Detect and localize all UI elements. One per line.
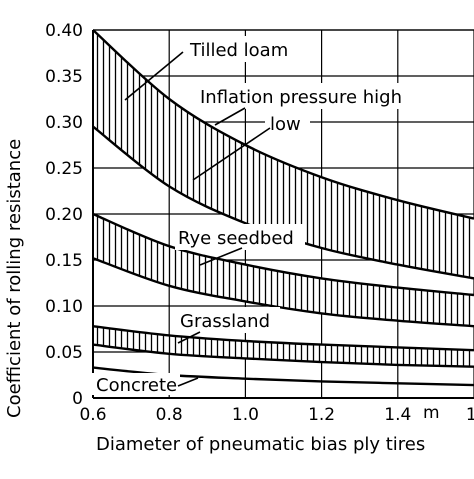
y-tick-label-1: 0.05 [45,343,83,363]
concrete-label: Concrete [96,375,177,396]
inflation-high-leader [214,107,246,126]
annotations: Tilled loam Inflation pressure high low … [92,36,435,396]
low-label-bg [265,112,310,136]
inflation-low-label: low [270,114,301,135]
y-tick-label-0: 0 [72,389,83,409]
axes: 0.60.81.01.21.41.00.050.100.150.200.250.… [45,21,474,425]
rye-seedbed-band [93,214,474,327]
tilled-loam-leader [124,51,184,101]
rye-seedbed-label: Rye seedbed [178,228,294,249]
y-tick-label-2: 0.10 [45,297,83,317]
x-tick-label-0: 0.6 [79,405,106,425]
inflation-label-bg [195,83,435,109]
x-tick-label-3: 1.2 [308,405,335,425]
bands [93,30,474,367]
tilled-loam-upper-line [92,29,474,220]
y-tick-label-5: 0.25 [45,159,83,179]
grassland-band [93,326,474,367]
x-tick-label-1: 0.8 [156,405,183,425]
rye-seedbed-label-bg [175,224,305,250]
x-axis-title: Diameter of pneumatic bias ply tires [96,434,425,455]
tilled-loam-label: Tilled loam [189,40,288,61]
concrete-leader [177,377,199,387]
grassland-lower-line [92,343,474,368]
inflation-low-leader [192,127,271,181]
tilled-loam-band [93,30,474,279]
grassland-label-bg [176,307,280,333]
y-tick-label-7: 0.35 [45,67,83,87]
tilled-loam-label-bg [185,36,303,62]
y-tick-label-4: 0.20 [45,205,83,225]
rye-seedbed-leader [199,247,243,266]
grassland-upper-line [92,325,474,352]
y-tick-label-6: 0.30 [45,113,83,133]
x-tick-label-5: 1. [466,405,474,425]
x-tick-label-4: 1.4 [384,405,411,425]
y-tick-label-3: 0.15 [45,251,83,271]
x-tick-label-2: 1.0 [232,405,259,425]
x-unit-label: m [423,403,440,423]
y-tick-label-8: 0.40 [45,21,83,41]
grassland-label: Grassland [180,311,270,332]
grassland-leader [177,331,201,344]
inflation-high-label: Inflation pressure high [200,87,402,108]
concrete-label-bg [92,373,180,395]
y-axis-title: Coefficient of rolling resistance [4,139,25,418]
rye-seedbed-upper-line [92,212,474,297]
